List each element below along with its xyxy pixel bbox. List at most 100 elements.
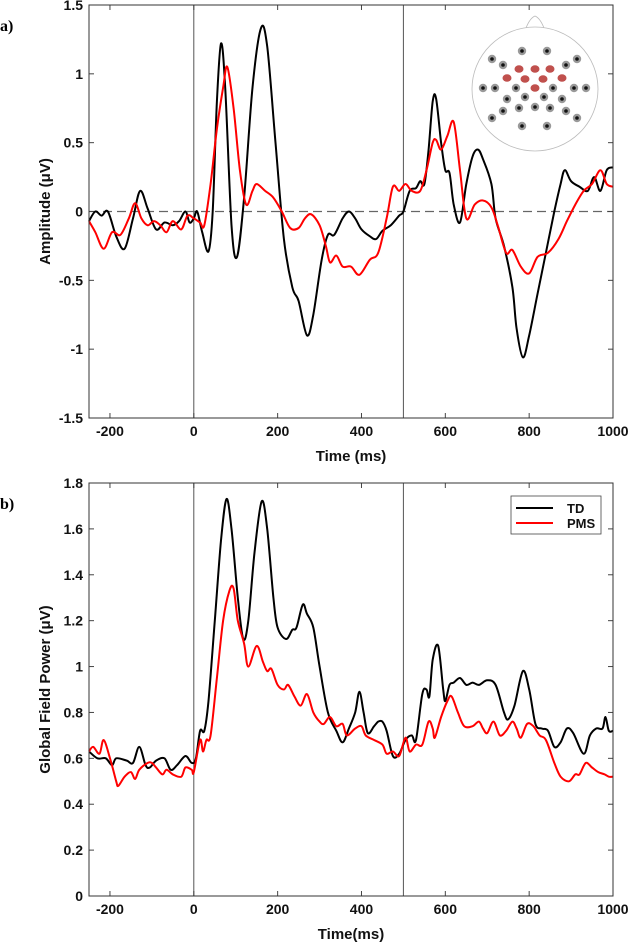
highlighted-electrode [514, 65, 524, 73]
electrode-marker [498, 60, 508, 70]
y-tick-label: 0.8 [64, 704, 84, 720]
legend: TD PMS [510, 495, 602, 535]
electrode-dot [572, 86, 576, 90]
electrode-marker [490, 83, 500, 93]
erp-amplitude-plot: -200 0 200 400 600 800 1000 -1.5 -1 -0.5 0 0.5 1 1.5 T… [37, 0, 629, 465]
electrode-dot [533, 105, 537, 109]
y-axis-label: Amplitude (μV) [37, 158, 54, 265]
x-tick-label: 400 [350, 901, 374, 917]
electrode-dot [490, 116, 494, 120]
x-tick-label: -200 [96, 901, 124, 917]
electrode-dot [501, 63, 505, 67]
electrode-dot [584, 86, 588, 90]
electrode-marker [487, 54, 497, 64]
x-tick-label: 400 [350, 423, 374, 439]
electrode-marker [520, 92, 530, 102]
x-tick-label: 800 [517, 901, 541, 917]
x-tick-label: 600 [434, 901, 458, 917]
electrode-dot [481, 86, 485, 90]
legend-box [510, 495, 602, 535]
x-tick-label: 800 [517, 423, 541, 439]
electrode-marker [514, 103, 524, 113]
electrode-dot [545, 124, 549, 128]
y-tick-label: 1.5 [64, 0, 84, 13]
electrode-marker [569, 83, 579, 93]
electrode-marker [487, 113, 497, 123]
series-line-red [88, 65, 614, 276]
electrode-marker [542, 121, 552, 131]
y-tick-label: 1 [75, 659, 83, 675]
highlighted-electrode [545, 65, 555, 73]
highlighted-electrode [530, 65, 540, 73]
y-axis-label: Global Field Power (μV) [37, 605, 54, 773]
y-tick-label: 0 [75, 888, 83, 904]
y-tick-label: 0.6 [64, 750, 84, 766]
electrode-marker [511, 83, 521, 93]
y-tick-label: 1.6 [64, 521, 84, 537]
electrode-dot [545, 49, 549, 53]
electrode-marker [517, 46, 527, 56]
electrode-dot [505, 97, 509, 101]
electrode-dot [490, 57, 494, 61]
y-tick-label: 0.2 [64, 842, 84, 858]
electrode-dot [548, 106, 552, 110]
x-tick-label: 0 [190, 423, 198, 439]
electrode-dot [517, 106, 521, 110]
electrode-marker [517, 121, 527, 131]
legend-label-td: TD [567, 501, 584, 516]
y-tick-label: -0.5 [59, 272, 83, 288]
global-field-power-plot: -200 0 200 400 600 800 1000 0 0.2 0.4 0.6 0.8 1 1.2 1.… [37, 475, 629, 943]
x-tick-label: 200 [266, 901, 290, 917]
y-tick-label: 1.4 [64, 567, 84, 583]
y-tick-label: 0.4 [64, 796, 84, 812]
plot-frame [88, 482, 614, 897]
electrode-dot [520, 49, 524, 53]
highlighted-electrode [530, 84, 540, 92]
panel-label-a: a) [0, 18, 13, 35]
electrode-marker [539, 92, 549, 102]
electrode-marker [498, 106, 508, 116]
electrode-dot [501, 109, 505, 113]
head-nose-outline [525, 15, 545, 29]
x-tick-label: 600 [434, 423, 458, 439]
x-axis-label: Time(ms) [318, 926, 384, 943]
y-tick-label: -1 [71, 341, 84, 357]
x-tick-label: -200 [96, 423, 124, 439]
scalp-electrode-map [471, 15, 599, 152]
electrode-marker [548, 83, 558, 93]
x-tick-label: 200 [266, 423, 290, 439]
electrode-dot [551, 86, 555, 90]
electrode-dot [523, 95, 527, 99]
y-tick-label: 0 [75, 204, 83, 220]
electrode-marker [542, 46, 552, 56]
highlighted-electrode [502, 74, 512, 82]
x-tick-label: 0 [190, 901, 198, 917]
electrode-marker [478, 83, 488, 93]
electrode-dot [575, 116, 579, 120]
electrode-dot [560, 97, 564, 101]
electrode-marker [530, 102, 540, 112]
x-axis-label: Time (ms) [316, 448, 387, 465]
electrode-marker [557, 94, 567, 104]
electrode-dot [493, 86, 497, 90]
electrode-dot [542, 95, 546, 99]
highlighted-electrode [520, 75, 530, 83]
legend-label-pms: PMS [567, 516, 596, 531]
electrode-dot [564, 63, 568, 67]
electrode-marker [572, 54, 582, 64]
x-tick-label: 1000 [597, 901, 628, 917]
y-tick-label: 1.8 [64, 475, 84, 491]
electrode-dot [514, 86, 518, 90]
highlighted-electrode [557, 74, 567, 82]
y-tick-label: 0.5 [64, 135, 84, 151]
series-line-black [88, 24, 614, 359]
highlighted-electrode [538, 75, 548, 83]
series-line-td [88, 498, 614, 772]
electrode-marker [545, 103, 555, 113]
electrode-marker [561, 106, 571, 116]
electrode-marker [572, 113, 582, 123]
electrode-dot [520, 124, 524, 128]
electrode-dot [575, 57, 579, 61]
electrode-marker [502, 94, 512, 104]
